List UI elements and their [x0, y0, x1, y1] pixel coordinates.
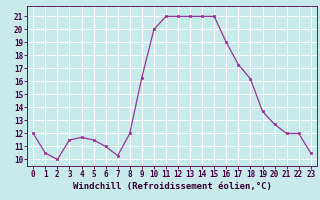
X-axis label: Windchill (Refroidissement éolien,°C): Windchill (Refroidissement éolien,°C)	[73, 182, 271, 191]
